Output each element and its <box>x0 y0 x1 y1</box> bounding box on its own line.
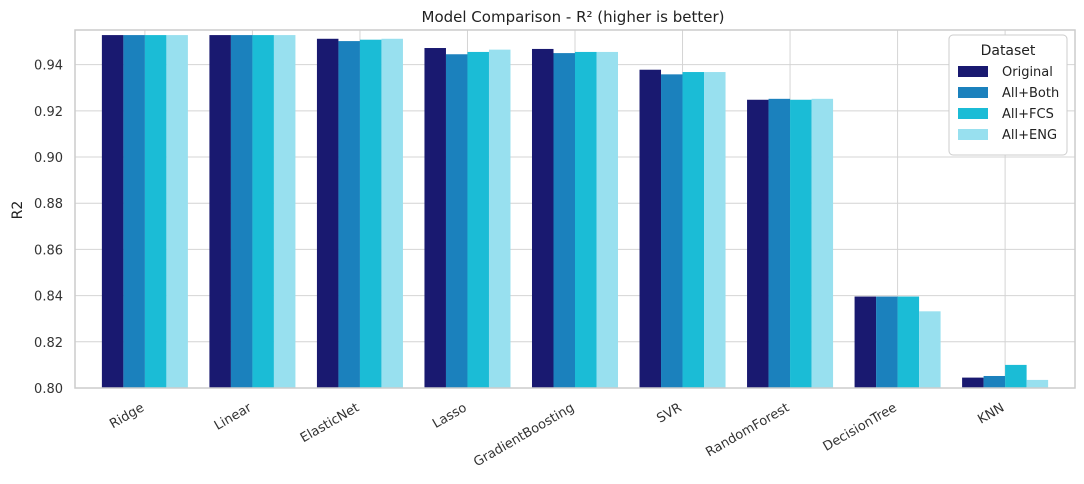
x-tick-label: SVR <box>654 400 684 426</box>
y-tick-label: 0.80 <box>34 382 63 397</box>
legend-swatch <box>958 87 988 98</box>
bar-all-fcs-elasticnet <box>359 39 382 388</box>
bar-all-eng-svr <box>704 72 726 388</box>
bar-original-randomforest <box>747 99 769 388</box>
legend-label: Original <box>1002 65 1053 80</box>
legend-label: All+FCS <box>1002 107 1054 122</box>
bar-all-both-gradientboosting <box>553 53 575 389</box>
bar-original-linear <box>209 35 231 388</box>
bar-all-eng-linear <box>273 35 296 388</box>
bar-original-gradientboosting <box>531 48 554 388</box>
y-tick-label: 0.88 <box>34 197 63 212</box>
plot-frame <box>74 29 1076 389</box>
y-tick-label: 0.86 <box>34 243 63 258</box>
legend-swatch <box>958 129 988 140</box>
bar-all-fcs-knn <box>1005 364 1027 388</box>
legend-title: Dataset <box>981 43 1036 59</box>
bar-original-lasso <box>424 48 446 389</box>
bar-original-decisiontree <box>854 296 877 388</box>
bar-all-eng-decisiontree <box>919 311 941 388</box>
legend-label: All+Both <box>1002 86 1059 101</box>
x-tick-label: Linear <box>212 400 255 434</box>
chart-title: Model Comparison - R² (higher is better) <box>422 8 725 26</box>
bar-original-knn <box>962 377 984 388</box>
y-tick-label: 0.90 <box>34 151 63 166</box>
bar-all-fcs-linear <box>252 35 274 388</box>
bar-all-eng-randomforest <box>811 98 834 389</box>
y-tick-label: 0.94 <box>34 59 63 74</box>
legend-swatch <box>958 108 988 119</box>
legend: Dataset Original All+Both All+FCS All+ENG <box>948 34 1068 156</box>
bar-all-both-svr <box>661 74 683 388</box>
bar-all-fcs-lasso <box>467 51 489 389</box>
x-tick-label: RandomForest <box>703 400 792 460</box>
bar-all-fcs-randomforest <box>790 99 812 388</box>
legend-frame <box>948 34 1068 156</box>
x-tick-label: Lasso <box>430 400 469 431</box>
bar-all-both-decisiontree <box>876 296 898 388</box>
y-tick-label: 0.82 <box>34 336 63 351</box>
y-tick-label: 0.84 <box>34 290 63 305</box>
bar-all-eng-ridge <box>166 35 188 388</box>
bar-all-eng-knn <box>1026 379 1049 388</box>
legend-items: Original All+Both All+FCS All+ENG <box>958 65 1059 143</box>
bar-original-elasticnet <box>316 38 339 389</box>
y-tick-label: 0.92 <box>34 105 63 120</box>
bar-original-ridge <box>101 35 124 388</box>
x-tick-label: DecisionTree <box>821 400 900 454</box>
bar-all-fcs-decisiontree <box>897 296 920 388</box>
bar-all-both-linear <box>230 35 253 388</box>
bar-all-eng-elasticnet <box>381 38 403 389</box>
bar-all-both-elasticnet <box>338 41 360 388</box>
bar-all-both-randomforest <box>768 98 791 389</box>
legend-swatch <box>958 66 988 77</box>
bar-all-fcs-svr <box>682 72 705 388</box>
bar-all-eng-lasso <box>488 49 511 388</box>
bar-all-both-knn <box>983 375 1006 388</box>
bar-all-both-ridge <box>123 35 145 388</box>
bars-layer <box>101 35 1049 389</box>
bar-all-both-lasso <box>445 54 468 388</box>
x-tick-label: GradientBoosting <box>471 400 577 470</box>
x-tick-label: Ridge <box>107 400 147 432</box>
x-tick-label: ElasticNet <box>298 400 362 446</box>
y-axis-label: R2 <box>10 201 26 220</box>
bar-all-fcs-gradientboosting <box>575 51 597 389</box>
x-tick-label: KNN <box>975 400 1007 427</box>
legend-label: All+ENG <box>1002 128 1057 143</box>
bar-all-eng-gradientboosting <box>596 51 619 389</box>
bar-all-fcs-ridge <box>144 35 167 388</box>
bar-original-svr <box>639 69 662 389</box>
